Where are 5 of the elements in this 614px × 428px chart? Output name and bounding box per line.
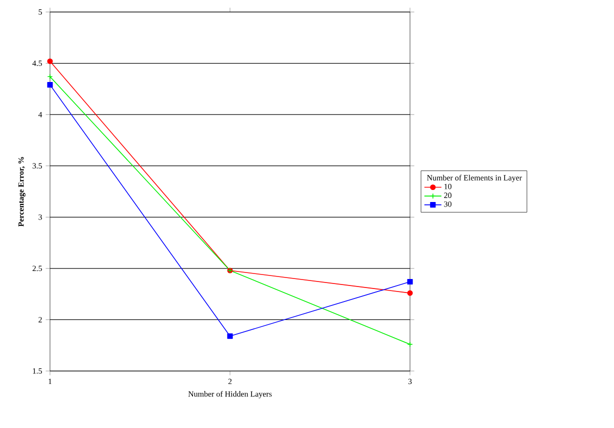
point bbox=[407, 278, 413, 285]
point bbox=[47, 58, 53, 64]
point bbox=[227, 333, 233, 339]
point bbox=[407, 290, 413, 296]
point bbox=[47, 82, 53, 88]
